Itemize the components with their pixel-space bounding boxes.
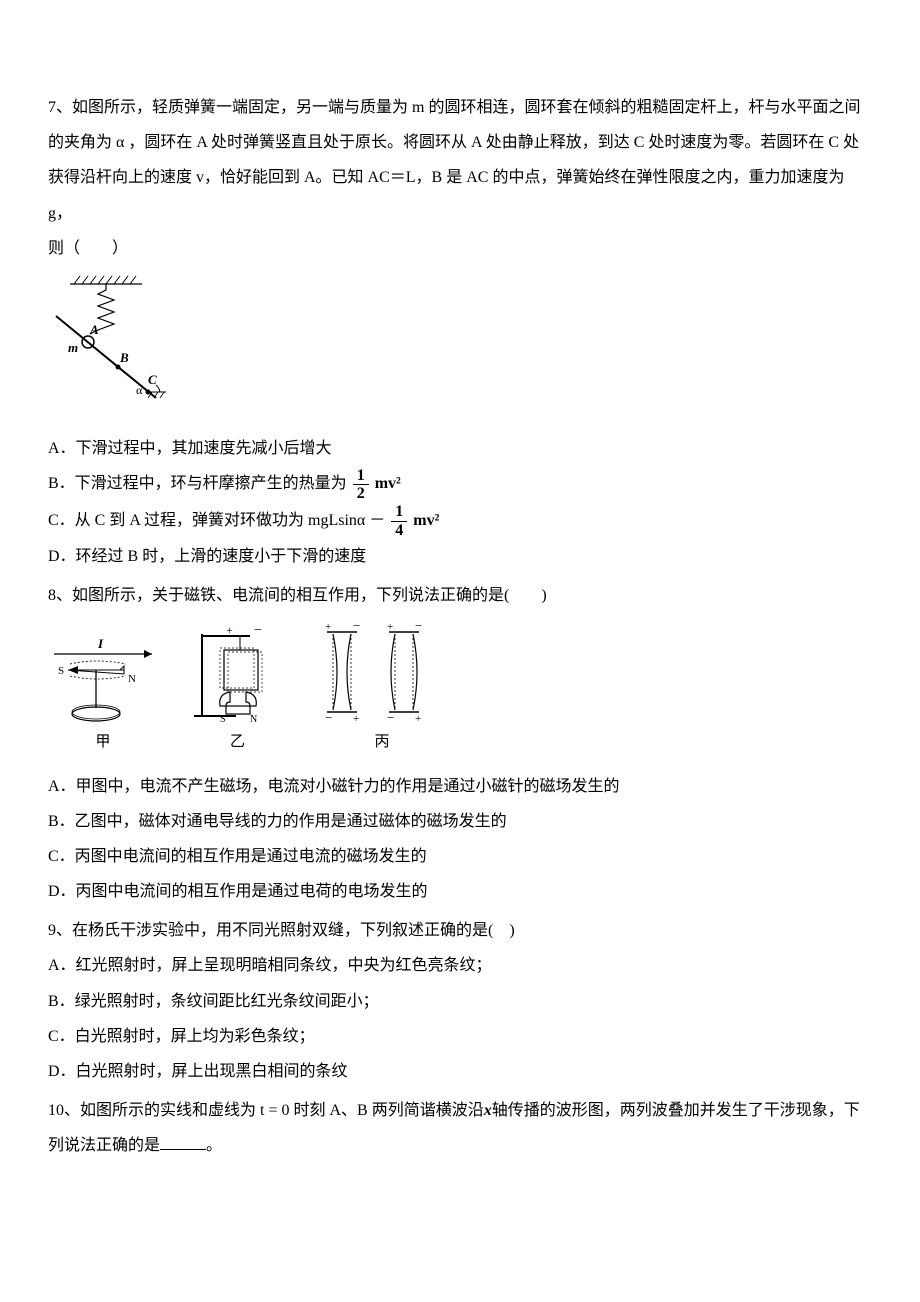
- q8-bing-l-br: +: [353, 713, 359, 724]
- q10-stem-post: 轴传播的波形图，两列波叠加并发生了干涉现象，下: [492, 1102, 860, 1119]
- q8-jia-label-N: N: [128, 673, 136, 685]
- q7-optC-frac-den: 4: [391, 522, 407, 540]
- q7-option-B: B．下滑过程中，环与杆摩擦产生的热量为 1 2 mv²: [48, 466, 872, 502]
- q9-option-B: B．绿光照射时，条纹间距比红光条纹间距小；: [48, 984, 872, 1019]
- question-9: 9、在杨氏干涉实验中，用不同光照射双缝，下列叙述正确的是( ) A．红光照射时，…: [48, 913, 872, 1089]
- q8-jia-label-I: I: [97, 636, 104, 651]
- q8-jia-label-S: S: [58, 665, 64, 677]
- q8-label-yi: 乙: [190, 726, 285, 759]
- q8-yi-minus: −: [254, 624, 262, 638]
- q7-optB-post: mv²: [375, 475, 401, 492]
- q9-option-D: D．白光照射时，屏上出现黑白相间的条纹: [48, 1054, 872, 1089]
- q8-option-D: D．丙图中电流间的相互作用是通过电荷的电场发生的: [48, 874, 872, 909]
- q8-yi-S: S: [220, 714, 226, 724]
- q8-stem: 8、如图所示，关于磁铁、电流间的相互作用，下列说法正确的是( ): [48, 578, 872, 613]
- q7-optC-frac: 1 4: [391, 503, 407, 539]
- q10-stem-x: x: [484, 1102, 492, 1119]
- q7-optC-post: mv²: [413, 512, 439, 529]
- q7-stem-line-1: 7、如图所示，轻质弹簧一端固定，另一端与质量为 m 的圆环相连，圆环套在倾斜的粗…: [48, 90, 872, 125]
- q10-stem2-post: 。: [206, 1137, 222, 1154]
- question-7: 7、如图所示，轻质弹簧一端固定，另一端与质量为 m 的圆环相连，圆环套在倾斜的粗…: [48, 90, 872, 574]
- q8-bing-l-tr: −: [353, 624, 360, 633]
- q7-optB-frac-den: 2: [353, 485, 369, 503]
- q7-label-C: C: [148, 372, 157, 387]
- q7-optB-pre: B．下滑过程中，环与杆摩擦产生的热量为: [48, 475, 347, 492]
- q10-stem-line-1: 10、如图所示的实线和虚线为 t = 0 时刻 A、B 两列简谐横波沿x轴传播的…: [48, 1093, 872, 1128]
- q7-optC-pre: C．从 C 到 A 过程，弹簧对环做功为 mgLsinα －: [48, 512, 385, 529]
- q7-stem-line-2: 的夹角为 α ，圆环在 A 处时弹簧竖直且处于原长。将圆环从 A 处由静止释放，…: [48, 125, 872, 160]
- q8-diagrams: I S N 甲: [48, 624, 872, 759]
- q8-bing-r-bl: −: [387, 710, 394, 724]
- question-10: 10、如图所示的实线和虚线为 t = 0 时刻 A、B 两列简谐横波沿x轴传播的…: [48, 1093, 872, 1163]
- q7-label-m: m: [68, 340, 78, 355]
- q7-optB-frac-num: 1: [353, 467, 369, 486]
- q10-answer-blank[interactable]: [160, 1133, 206, 1150]
- q8-bing-r-br: +: [415, 713, 421, 724]
- q8-yi-N: N: [250, 714, 257, 724]
- q8-diagram-yi: + − S N 乙: [190, 624, 285, 759]
- q7-optB-frac: 1 2: [353, 467, 369, 503]
- q8-bing-l-bl: −: [325, 710, 332, 724]
- q8-label-bing: 丙: [317, 726, 447, 759]
- q8-option-C: C．丙图中电流间的相互作用是通过电流的磁场发生的: [48, 839, 872, 874]
- q7-stem-line-4: 则（ ）: [48, 231, 872, 266]
- q7-diagram: A m B C α: [48, 272, 872, 425]
- q8-bing-r-tr: −: [415, 624, 422, 633]
- q8-diagram-bing: + − − + + − − +: [317, 624, 447, 759]
- q7-option-A: A．下滑过程中，其加速度先减小后增大: [48, 431, 872, 466]
- q7-label-A: A: [89, 322, 99, 337]
- q8-bing-l-tl: +: [325, 624, 331, 633]
- q8-label-jia: 甲: [48, 726, 158, 759]
- q8-bing-r-tl: +: [387, 624, 393, 633]
- q10-stem-pre: 10、如图所示的实线和虚线为 t = 0 时刻 A、B 两列简谐横波沿: [48, 1102, 484, 1119]
- question-8: 8、如图所示，关于磁铁、电流间的相互作用，下列说法正确的是( ) I S N: [48, 578, 872, 909]
- q7-label-alpha: α: [136, 383, 143, 397]
- q8-option-A: A．甲图中，电流不产生磁场，电流对小磁针力的作用是通过小磁针的磁场发生的: [48, 769, 872, 804]
- q7-option-C: C．从 C 到 A 过程，弹簧对环做功为 mgLsinα － 1 4 mv²: [48, 503, 872, 539]
- q7-stem-line-3: 获得沿杆向上的速度 v，恰好能回到 A。已知 AC＝L，B 是 AC 的中点，弹…: [48, 160, 872, 230]
- q9-option-A: A．红光照射时，屏上呈现明暗相同条纹，中央为红色亮条纹；: [48, 948, 872, 983]
- q8-yi-plus: +: [226, 624, 233, 637]
- q10-stem-line-2: 列说法正确的是 。: [48, 1128, 872, 1163]
- q8-option-B: B．乙图中，磁体对通电导线的力的作用是通过磁体的磁场发生的: [48, 804, 872, 839]
- q8-diagram-jia: I S N 甲: [48, 634, 158, 759]
- q7-optC-frac-num: 1: [391, 503, 407, 522]
- q9-stem: 9、在杨氏干涉实验中，用不同光照射双缝，下列叙述正确的是( ): [48, 913, 872, 948]
- q10-stem2-pre: 列说法正确的是: [48, 1137, 160, 1154]
- q7-option-D: D．环经过 B 时，上滑的速度小于下滑的速度: [48, 539, 872, 574]
- q9-option-C: C．白光照射时，屏上均为彩色条纹；: [48, 1019, 872, 1054]
- q7-label-B: B: [119, 350, 129, 365]
